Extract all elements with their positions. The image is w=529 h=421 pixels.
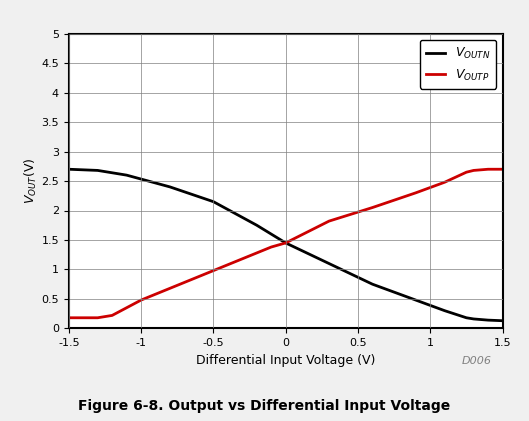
Legend: $V_{OUTN}$, $V_{OUTP}$: $V_{OUTN}$, $V_{OUTP}$: [419, 40, 496, 89]
X-axis label: Differential Input Voltage (V): Differential Input Voltage (V): [196, 354, 376, 367]
Text: Figure 6-8. Output vs Differential Input Voltage: Figure 6-8. Output vs Differential Input…: [78, 399, 451, 413]
Y-axis label: $V_{OUT}$(V): $V_{OUT}$(V): [22, 157, 39, 205]
Text: D006: D006: [462, 356, 492, 366]
